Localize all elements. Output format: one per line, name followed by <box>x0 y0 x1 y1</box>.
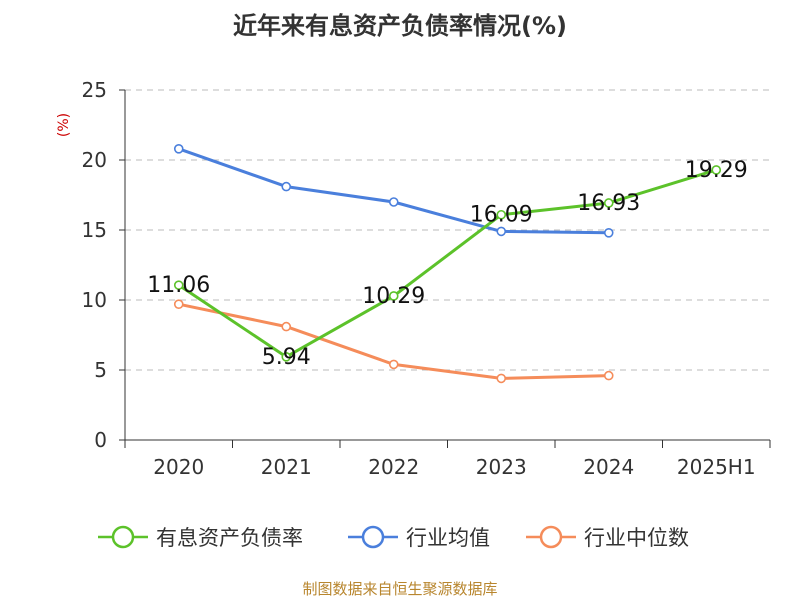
data-point <box>173 299 184 310</box>
data-point <box>496 226 507 237</box>
data-point <box>388 359 399 370</box>
x-tick-label: 2022 <box>368 455 419 479</box>
x-tick-label: 2021 <box>261 455 312 479</box>
data-point <box>603 370 614 381</box>
source-note: 制图数据来自恒生聚源数据库 <box>302 580 498 598</box>
data-label: 11.06 <box>147 273 210 298</box>
x-tick-label: 2025H1 <box>677 455 756 479</box>
legend-item[interactable]: 行业均值 <box>348 520 490 554</box>
data-point <box>281 352 292 362</box>
legend-line-circle-icon <box>348 525 398 549</box>
x-tick-label: 2020 <box>153 455 204 479</box>
y-tick-label: 15 <box>82 218 107 242</box>
data-point <box>281 181 292 192</box>
data-point <box>496 373 507 384</box>
data-point <box>388 197 399 207</box>
legend-label: 行业均值 <box>406 526 490 550</box>
data-point <box>603 228 614 238</box>
data-label: 16.93 <box>577 191 640 216</box>
y-tick-label: 0 <box>94 428 107 452</box>
plot-area: 0 5 10 15 20 25 (%) 2020 2021 2022 2023 2024 2025H1 1… <box>56 78 771 479</box>
x-tick-label: 2024 <box>583 455 634 479</box>
data-label: 10.29 <box>362 284 425 309</box>
y-axis-label: (%) <box>56 113 72 137</box>
data-label: 16.09 <box>470 203 533 228</box>
data-point <box>496 209 507 220</box>
legend-item[interactable]: 有息资产负债率 <box>98 520 303 554</box>
x-tick-label: 2023 <box>476 455 527 479</box>
data-point <box>173 144 184 154</box>
legend-label: 行业中位数 <box>584 526 689 550</box>
data-point <box>603 198 614 208</box>
series-line <box>177 168 717 359</box>
y-tick-label: 5 <box>94 358 107 382</box>
data-point <box>388 291 399 301</box>
chart-title: 近年来有息资产负债率情况(%) <box>233 12 567 40</box>
y-tick-label: 20 <box>82 148 107 172</box>
series-line <box>178 147 609 235</box>
legend-item[interactable]: 行业中位数 <box>526 520 689 554</box>
legend-label: 有息资产负债率 <box>156 526 303 550</box>
y-tick-label: 25 <box>82 78 107 102</box>
data-point <box>711 165 722 175</box>
data-point <box>281 321 292 332</box>
legend-line-circle-icon <box>98 525 148 549</box>
legend-line-circle-icon <box>526 525 576 549</box>
data-label: 5.94 <box>262 345 311 370</box>
y-tick-label: 10 <box>82 288 107 312</box>
data-point <box>173 280 184 290</box>
legend: 有息资产负债率 行业均值 行业中位数 <box>0 520 800 554</box>
data-label: 19.29 <box>685 158 748 183</box>
